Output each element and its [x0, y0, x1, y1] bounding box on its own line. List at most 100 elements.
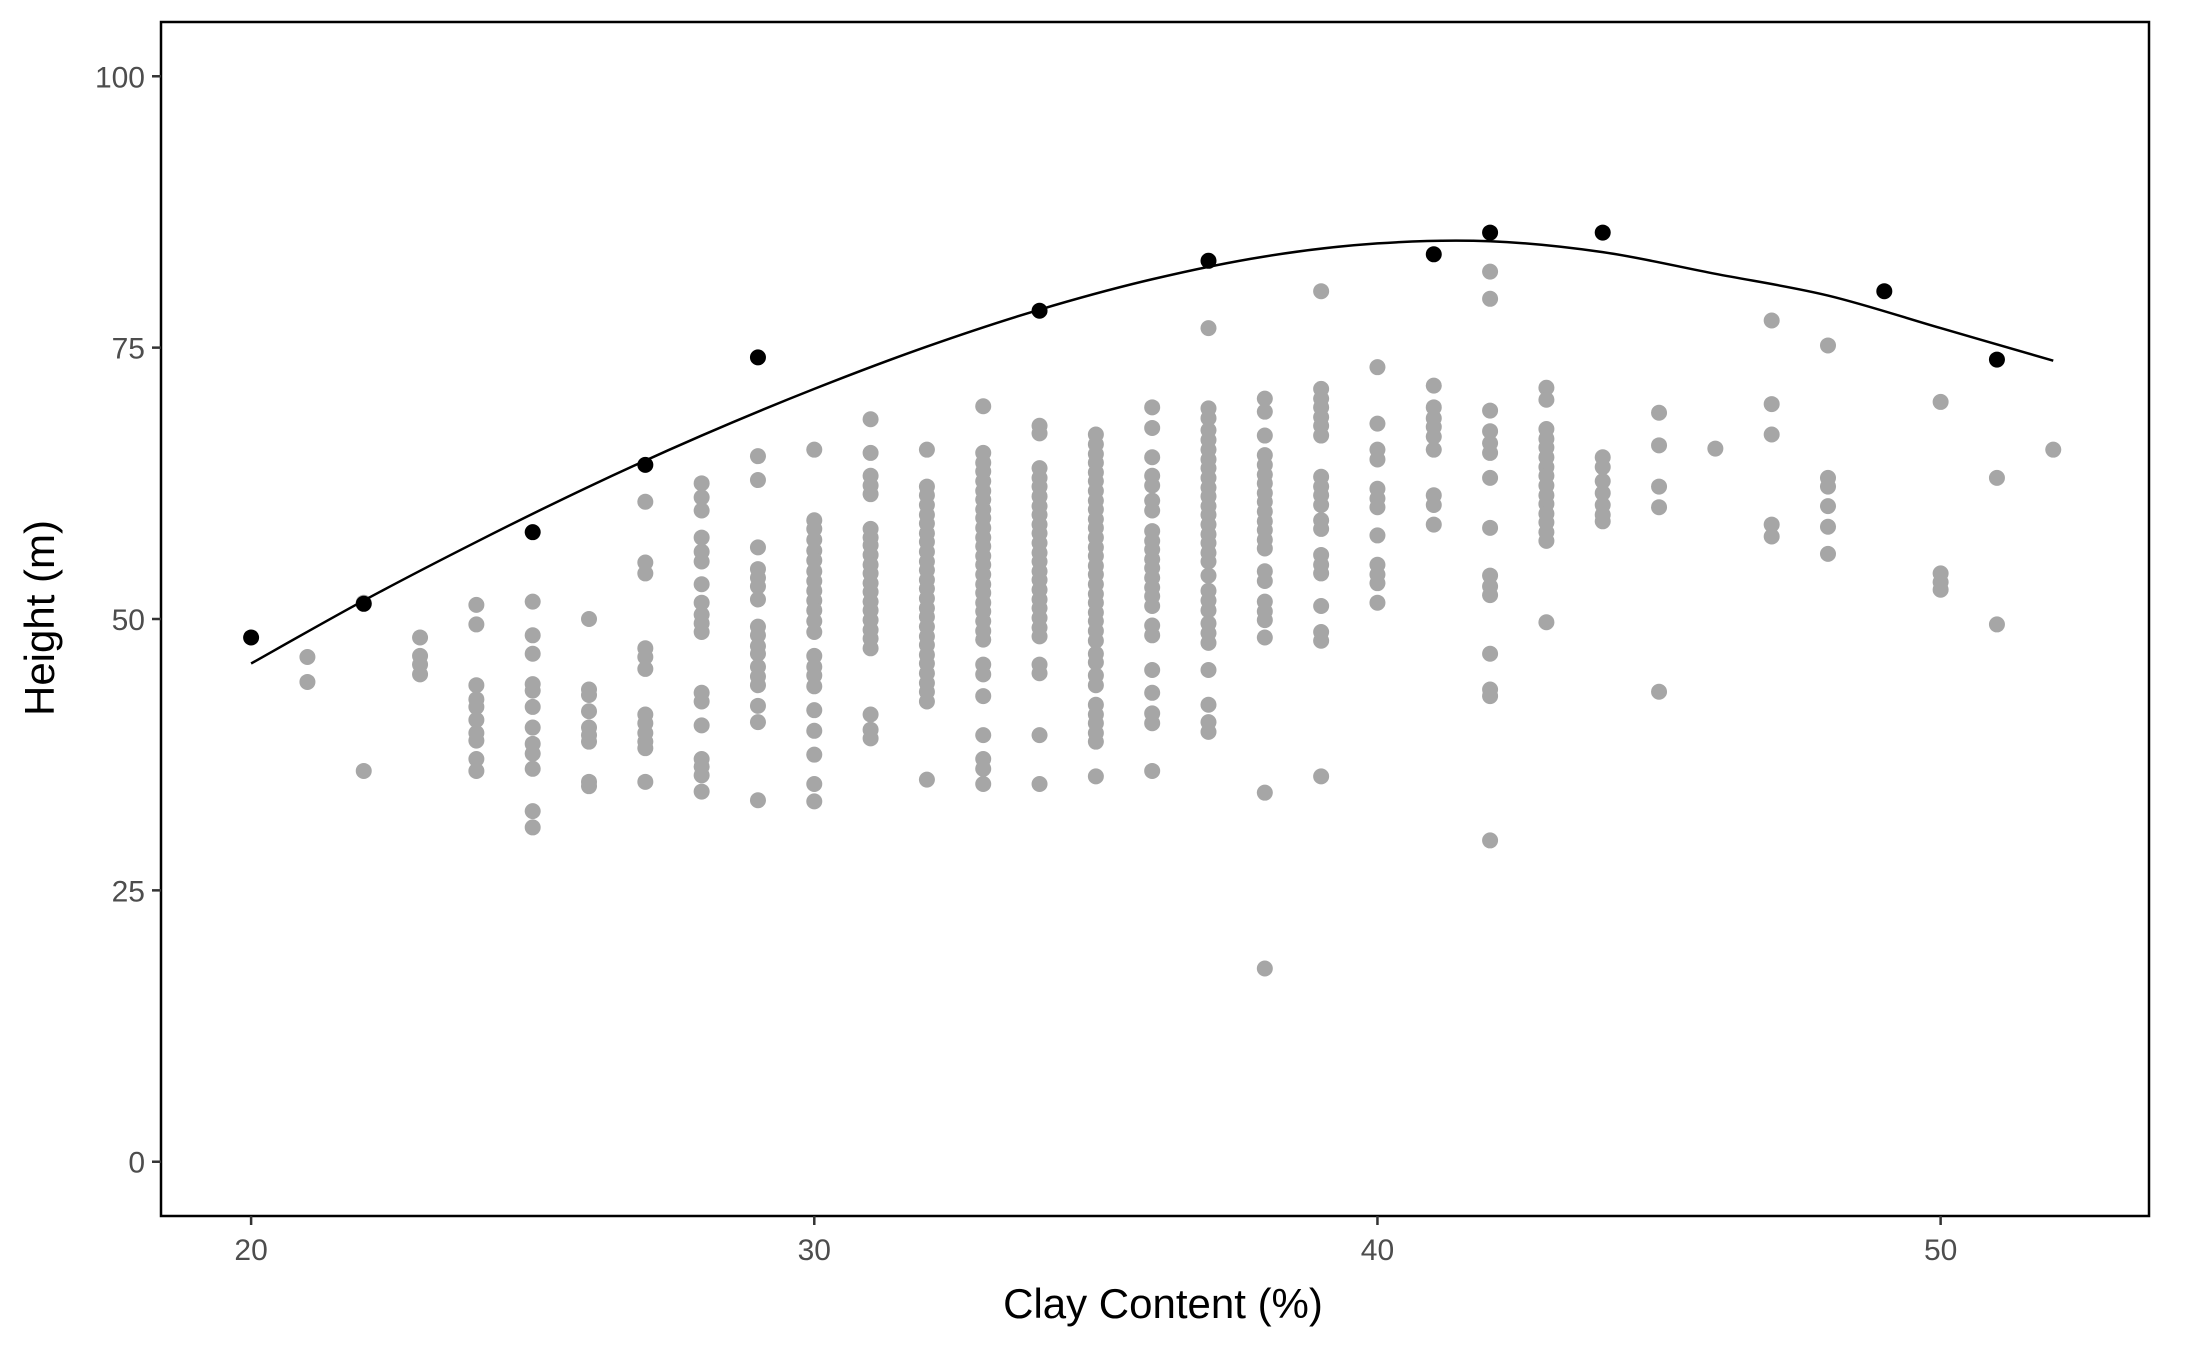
observation-point — [1819, 498, 1836, 515]
observation-point — [1819, 337, 1836, 354]
observation-point — [1144, 662, 1161, 679]
observation-point — [862, 706, 879, 723]
observation-point — [862, 730, 879, 747]
observation-point — [637, 648, 654, 665]
observation-point — [1031, 628, 1048, 645]
observation-point — [581, 703, 598, 720]
observation-point — [975, 775, 992, 792]
observation-point — [1651, 437, 1668, 454]
observation-point — [1763, 528, 1780, 545]
observation-point — [693, 529, 710, 546]
observation-point — [1482, 688, 1499, 705]
fitted-curve-line — [250, 239, 2054, 665]
observation-point — [1369, 527, 1386, 544]
observation-point — [862, 444, 879, 461]
observation-point — [524, 819, 541, 836]
maximum-point — [1425, 246, 1442, 263]
observation-point — [749, 677, 766, 694]
observation-point — [1144, 502, 1161, 519]
observation-point — [1482, 402, 1499, 419]
observation-point — [806, 441, 823, 458]
observation-point — [1313, 768, 1330, 785]
observation-point — [1200, 634, 1217, 651]
observation-point — [1482, 423, 1499, 440]
y-tick-label: 0 — [128, 1147, 145, 1180]
observation-point — [468, 616, 485, 633]
observation-point — [1538, 532, 1555, 549]
observation-point — [693, 693, 710, 710]
observation-point — [1763, 312, 1780, 329]
observation-point — [1087, 768, 1104, 785]
observation-point — [806, 702, 823, 719]
observation-point — [1256, 629, 1273, 646]
observation-point — [1538, 379, 1555, 396]
observation-point — [1087, 677, 1104, 694]
observation-point — [1256, 540, 1273, 557]
observation-point — [581, 778, 598, 795]
observation-point — [1988, 469, 2005, 486]
observation-point — [1256, 427, 1273, 444]
observation-point — [299, 673, 316, 690]
observation-point — [693, 502, 710, 519]
observation-point — [581, 733, 598, 750]
maximum-point — [1200, 252, 1217, 269]
observation-point — [1200, 602, 1217, 619]
observation-point — [806, 793, 823, 810]
observation-point — [1313, 565, 1330, 582]
maximum-point — [524, 524, 541, 541]
observation-point — [1313, 597, 1330, 614]
observation-point — [1538, 391, 1555, 408]
observation-point — [1932, 393, 1949, 410]
observation-point — [1256, 390, 1273, 407]
observation-point — [524, 760, 541, 777]
observation-point — [693, 594, 710, 611]
observation-point — [1031, 775, 1048, 792]
observation-point — [1369, 451, 1386, 468]
observation-point — [1425, 497, 1442, 514]
observation-point — [1819, 545, 1836, 562]
observation-point — [1256, 573, 1273, 590]
observation-point — [1482, 263, 1499, 280]
observation-point — [693, 767, 710, 784]
observation-point — [1594, 485, 1611, 502]
maximum-point — [637, 456, 654, 473]
observation-point — [1425, 441, 1442, 458]
observation-point — [1200, 410, 1217, 427]
observation-point — [1200, 320, 1217, 337]
observation-point — [524, 803, 541, 820]
observation-point — [1144, 419, 1161, 436]
observation-point — [1482, 832, 1499, 849]
observation-point — [693, 624, 710, 641]
observation-point — [1200, 567, 1217, 584]
y-tick-label: 25 — [112, 875, 145, 908]
observation-point — [2045, 441, 2062, 458]
observation-point — [693, 553, 710, 570]
observation-point — [1369, 575, 1386, 592]
observation-point — [806, 775, 823, 792]
observation-point — [1313, 427, 1330, 444]
maximum-point — [355, 595, 372, 612]
observation-point — [918, 771, 935, 788]
observation-point — [975, 631, 992, 648]
maximum-point — [1594, 224, 1611, 241]
observation-point — [1651, 683, 1668, 700]
x-tick-label: 30 — [798, 1234, 831, 1267]
observation-point — [975, 398, 992, 415]
observation-point — [1200, 553, 1217, 570]
x-tick-label: 50 — [1924, 1234, 1957, 1267]
y-tick-label: 50 — [112, 604, 145, 637]
observation-point — [412, 629, 429, 646]
observation-point — [1087, 654, 1104, 671]
observation-point — [1031, 425, 1048, 442]
observation-point — [806, 722, 823, 739]
observation-point — [1482, 645, 1499, 662]
observation-point — [918, 441, 935, 458]
observation-point — [1144, 684, 1161, 701]
observation-point — [975, 760, 992, 777]
observation-point — [355, 762, 372, 779]
observation-point — [581, 686, 598, 703]
observation-point — [749, 448, 766, 465]
observation-point — [524, 698, 541, 715]
observation-point — [1200, 696, 1217, 713]
observation-point — [1988, 616, 2005, 633]
